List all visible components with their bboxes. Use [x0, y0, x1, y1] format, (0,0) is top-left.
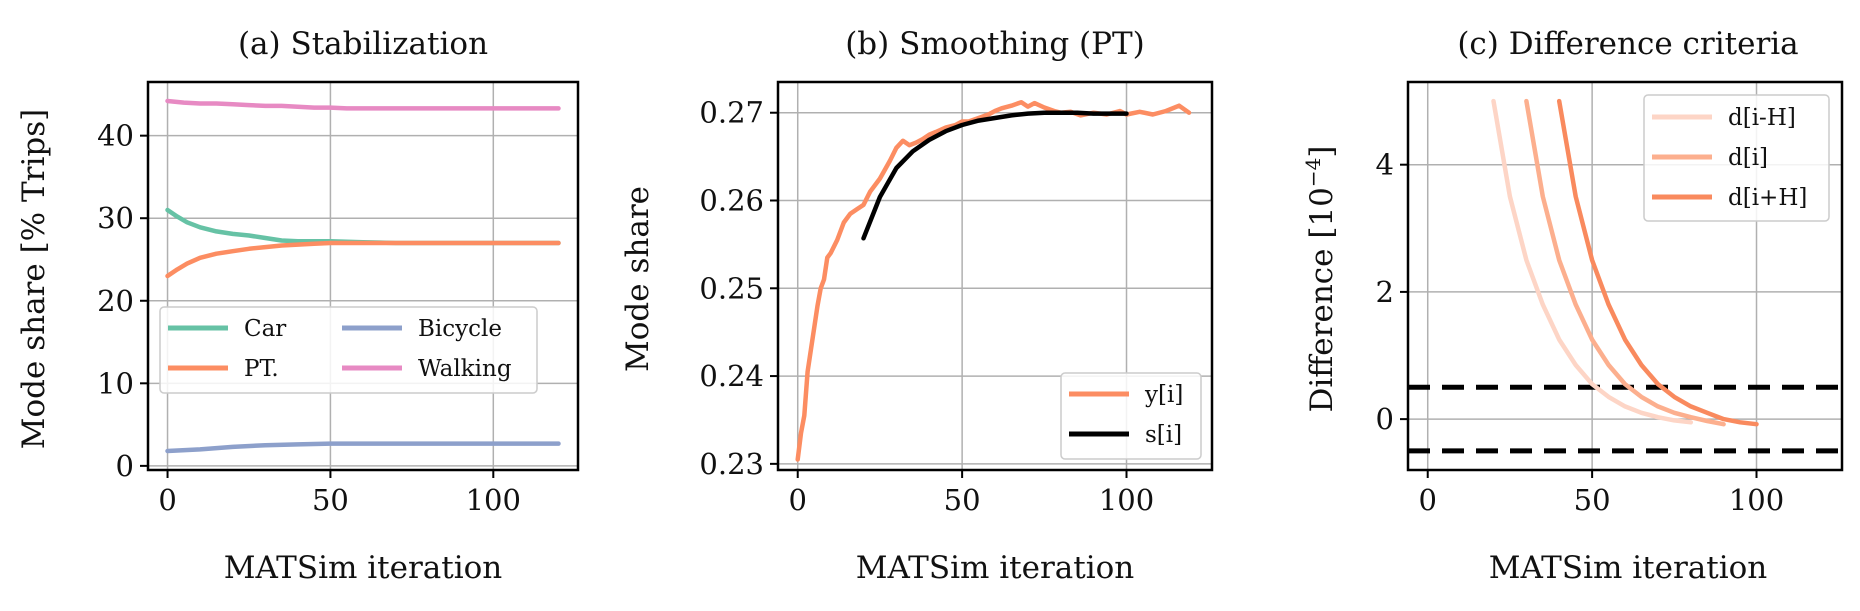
x-tick-label: 0 — [158, 483, 176, 517]
legend-label-d-next: d[i+H] — [1728, 185, 1807, 211]
panel-c-xlabel: MATSim iteration — [1489, 550, 1768, 586]
x-tick-label: 50 — [944, 483, 981, 517]
panel-c-ylabel-main: Difference [10 — [1304, 187, 1340, 412]
panel-c-frame — [1406, 80, 1844, 472]
series-line-d-i-h — [1491, 98, 1694, 425]
y-tick-label: 40 — [97, 119, 134, 153]
panel-a-title: (a) Stabilization — [238, 26, 488, 62]
legend-label-d-prev: d[i-H] — [1728, 105, 1796, 131]
x-tick-label: 100 — [1729, 483, 1784, 517]
y-tick-label: 20 — [97, 284, 134, 318]
legend-label-bicycle: Bicycle — [418, 316, 502, 342]
panel-b-xlabel: MATSim iteration — [856, 550, 1135, 586]
legend-label-car: Car — [244, 316, 286, 342]
series-line-bicycle — [165, 441, 561, 454]
y-tick-label: 0.24 — [699, 359, 764, 393]
panel-a-plot — [165, 98, 561, 454]
series-line-d-i-h — [1556, 98, 1759, 427]
legend-label-walking: Walking — [418, 356, 512, 382]
series-line-car — [165, 207, 561, 246]
panel-a: (a) Stabilization MATSim iteration Mode … — [16, 26, 580, 586]
y-tick-label: 10 — [97, 366, 134, 400]
panel-c-plot — [1408, 98, 1842, 454]
panel-b-plot — [795, 99, 1192, 462]
panel-c-ylabel-suffix: ] — [1304, 146, 1340, 158]
panel-a-ticks: 0 50 100 0 10 20 30 40 — [97, 119, 521, 517]
panel-b-frame — [776, 80, 1214, 472]
series-line-walking — [165, 98, 561, 111]
series-line-d-i — [1524, 98, 1726, 427]
y-tick-label: 0 — [116, 449, 134, 483]
x-tick-label: 50 — [312, 483, 349, 517]
y-tick-label: 0.25 — [699, 271, 764, 305]
panel-c-title: (c) Difference criteria — [1457, 26, 1798, 62]
panel-b-legend: y[i] s[i] — [1060, 372, 1202, 460]
panel-a-ylabel: Mode share [% Trips] — [16, 109, 52, 450]
y-tick-label: 0 — [1376, 402, 1394, 436]
panel-b-title: (b) Smoothing (PT) — [845, 26, 1145, 62]
panel-c-legend: d[i-H] d[i] d[i+H] — [1643, 94, 1830, 222]
panel-c: (c) Difference criteria MATSim iteration… — [1301, 26, 1844, 586]
x-tick-label: 50 — [1574, 483, 1611, 517]
panel-b-ticks: 0 50 100 0.23 0.24 0.25 0.26 0.27 — [699, 96, 1154, 517]
panel-a-legend: Car PT. Bicycle Walking — [159, 306, 538, 394]
panel-c-ylabel-exponent: −4 — [1301, 158, 1325, 187]
panel-a-grid — [148, 82, 578, 470]
series-line-pt — [165, 240, 561, 279]
y-tick-label: 4 — [1376, 148, 1394, 182]
y-tick-label: 2 — [1376, 275, 1394, 309]
x-tick-label: 0 — [789, 483, 807, 517]
x-tick-label: 100 — [466, 483, 521, 517]
legend-label-pt: PT. — [244, 356, 279, 382]
panel-b-ylabel: Mode share — [620, 186, 656, 372]
panel-c-ticks: 0 50 100 0 2 4 — [1376, 148, 1785, 517]
legend-label-d-cur: d[i] — [1728, 145, 1768, 171]
x-tick-label: 0 — [1419, 483, 1437, 517]
series-line-s-i — [861, 110, 1129, 241]
panel-a-xlabel: MATSim iteration — [224, 550, 503, 586]
panel-c-ylabel: Difference [10−4] — [1301, 146, 1340, 413]
panel-a-legend-box — [159, 306, 538, 394]
y-tick-label: 0.26 — [699, 184, 764, 218]
panel-b: (b) Smoothing (PT) MATSim iteration Mode… — [620, 26, 1214, 586]
legend-label-y: y[i] — [1144, 382, 1183, 408]
panel-c-legend-box — [1643, 94, 1830, 222]
y-tick-label: 30 — [97, 201, 134, 235]
legend-label-s: s[i] — [1145, 422, 1182, 448]
panel-a-frame — [146, 80, 580, 472]
x-tick-label: 100 — [1099, 483, 1154, 517]
y-tick-label: 0.27 — [699, 96, 764, 130]
y-tick-label: 0.23 — [699, 447, 764, 481]
